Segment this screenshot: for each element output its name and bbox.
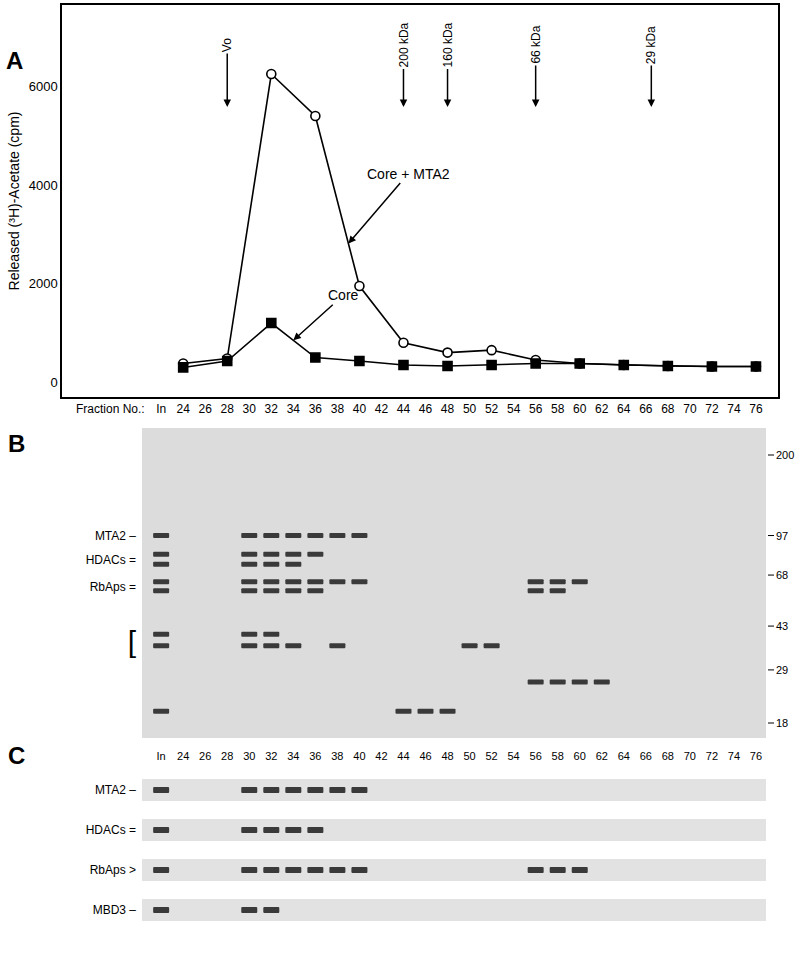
svg-text:2000: 2000 [29,276,58,291]
svg-text:54: 54 [508,750,520,762]
svg-text:200: 200 [776,449,794,461]
svg-text:26: 26 [199,750,211,762]
svg-text:64: 64 [617,402,631,416]
svg-text:36: 36 [309,750,321,762]
svg-text:38: 38 [331,402,345,416]
svg-text:40: 40 [353,750,365,762]
svg-text:70: 70 [683,402,697,416]
svg-text:28: 28 [221,402,235,416]
svg-text:56: 56 [530,750,542,762]
svg-text:A: A [6,47,23,74]
svg-text:Vo: Vo [220,38,234,52]
svg-text:In: In [157,750,166,762]
svg-text:46: 46 [419,750,431,762]
svg-text:30: 30 [243,750,255,762]
svg-text:In: In [156,402,166,416]
svg-text:44: 44 [397,750,409,762]
svg-text:Core + MTA2: Core + MTA2 [367,166,450,182]
svg-text:58: 58 [551,402,565,416]
svg-text:28: 28 [221,750,233,762]
svg-text:50: 50 [463,750,475,762]
svg-text:62: 62 [595,402,609,416]
svg-text:MBD3 –: MBD3 – [93,903,137,917]
svg-text:29: 29 [776,664,788,676]
svg-text:54: 54 [507,402,521,416]
svg-text:RbAps >: RbAps > [90,863,136,877]
svg-text:40: 40 [353,402,367,416]
svg-text:74: 74 [728,750,740,762]
svg-text:66 kDa: 66 kDa [529,25,543,63]
svg-text:18: 18 [776,717,788,729]
svg-text:76: 76 [749,402,763,416]
svg-text:32: 32 [265,402,279,416]
svg-text:56: 56 [529,402,543,416]
svg-text:C: C [8,742,25,769]
svg-text:72: 72 [705,402,719,416]
svg-text:66: 66 [639,402,653,416]
svg-text:60: 60 [573,402,587,416]
svg-text:38: 38 [331,750,343,762]
svg-text:24: 24 [176,402,190,416]
svg-text:26: 26 [199,402,213,416]
svg-text:52: 52 [485,402,499,416]
svg-text:MTA2 –: MTA2 – [95,783,136,797]
svg-text:70: 70 [684,750,696,762]
svg-text:68: 68 [661,402,675,416]
svg-text:4000: 4000 [29,178,58,193]
svg-text:48: 48 [441,750,453,762]
svg-text:44: 44 [397,402,411,416]
svg-text:HDACs =: HDACs = [86,823,136,837]
svg-text:24: 24 [177,750,189,762]
svg-text:30: 30 [243,402,257,416]
svg-text:43: 43 [776,620,788,632]
svg-text:52: 52 [485,750,497,762]
svg-text:Core: Core [328,287,359,303]
svg-text:36: 36 [309,402,323,416]
svg-text:60: 60 [574,750,586,762]
svg-text:48: 48 [441,402,455,416]
svg-text:MTA2 –: MTA2 – [95,529,136,543]
svg-text:160 kDa: 160 kDa [441,22,455,67]
svg-text:34: 34 [287,402,301,416]
svg-text:Released (³H)-Acetate (cpm): Released (³H)-Acetate (cpm) [6,112,22,291]
svg-text:76: 76 [750,750,762,762]
svg-text:50: 50 [463,402,477,416]
svg-text:42: 42 [375,402,389,416]
svg-text:68: 68 [776,569,788,581]
svg-text:58: 58 [552,750,564,762]
svg-text:29 kDa: 29 kDa [644,26,658,64]
svg-text:200 kDa: 200 kDa [397,22,411,67]
svg-text:B: B [8,430,25,457]
svg-text:46: 46 [419,402,433,416]
svg-text:6000: 6000 [29,79,58,94]
svg-text:62: 62 [596,750,608,762]
svg-text:66: 66 [640,750,652,762]
svg-text:68: 68 [662,750,674,762]
svg-text:42: 42 [375,750,387,762]
svg-text:[: [ [128,625,137,658]
svg-text:32: 32 [265,750,277,762]
svg-text:HDACs =: HDACs = [86,553,136,567]
svg-text:97: 97 [776,530,788,542]
svg-text:Fraction No.:: Fraction No.: [76,402,145,416]
svg-text:34: 34 [287,750,299,762]
svg-text:72: 72 [706,750,718,762]
svg-text:RbAps =: RbAps = [90,580,136,594]
svg-text:0: 0 [50,375,57,390]
svg-text:64: 64 [618,750,630,762]
svg-text:74: 74 [727,402,741,416]
